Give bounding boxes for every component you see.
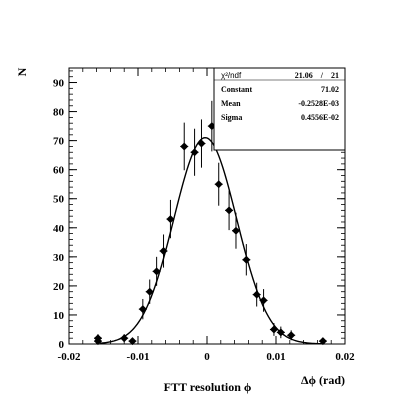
data-point <box>197 119 206 168</box>
diamond-marker <box>214 180 223 189</box>
stats-box: χ²/ndf 21.06 / 21 Constant 71.02 Mean -0… <box>213 67 346 151</box>
x-axis-label: Δϕ (rad) <box>301 373 345 387</box>
y-tick-label: 20 <box>53 281 65 293</box>
x-tick-label: 0 <box>204 351 210 363</box>
data-point <box>276 326 285 339</box>
data-point <box>145 279 154 304</box>
diamond-marker <box>138 305 147 314</box>
x-tick-label: 0.02 <box>335 351 355 363</box>
stats-value-chi2: 21.06 / 21 <box>295 71 339 80</box>
diamond-marker <box>231 226 240 235</box>
diamond-marker <box>225 206 234 215</box>
data-point <box>225 190 234 231</box>
diamond-marker <box>287 331 296 340</box>
y-tick-label: 10 <box>53 310 65 322</box>
y-tick-label: 80 <box>53 107 65 119</box>
y-tick-label: 90 <box>53 78 65 90</box>
y-tick-label: 30 <box>53 252 65 264</box>
x-tick-label: 0.01 <box>266 351 285 363</box>
data-point <box>252 282 261 307</box>
stats-box-frame <box>213 67 346 151</box>
diamond-marker <box>145 287 154 296</box>
data-point <box>259 289 268 312</box>
diamond-marker <box>159 247 168 256</box>
y-tick-labels: 0 10 20 30 40 50 60 70 80 90 <box>53 78 65 351</box>
y-tick-label: 40 <box>53 223 65 235</box>
diamond-marker <box>93 337 102 346</box>
y-tick-label: 60 <box>53 165 65 177</box>
diamond-marker <box>190 148 199 157</box>
data-point <box>242 244 251 276</box>
stats-value-constant: 71.02 <box>321 85 339 94</box>
stats-label-chi2: χ²/ndf <box>221 71 242 80</box>
diamond-marker <box>269 325 278 334</box>
y-tick-label: 70 <box>53 136 65 148</box>
data-points <box>93 100 327 346</box>
diamond-marker <box>276 328 285 337</box>
diamond-marker <box>128 337 137 346</box>
diamond-marker <box>252 290 261 299</box>
y-tick-label: 0 <box>59 339 65 351</box>
data-point <box>93 337 102 346</box>
data-point <box>138 298 147 320</box>
data-point <box>120 334 129 343</box>
x-tick-labels: -0.02 -0.01 0 0.01 0.02 <box>58 351 356 363</box>
diamond-marker <box>152 267 161 276</box>
diamond-marker <box>120 334 129 343</box>
stats-label-constant: Constant <box>221 85 252 94</box>
y-axis-label: N <box>15 67 29 76</box>
data-point <box>231 212 240 249</box>
y-tick-label: 50 <box>53 194 65 206</box>
data-point <box>152 256 161 286</box>
diamond-marker <box>180 142 189 151</box>
diamond-marker <box>259 296 268 305</box>
x-tick-label: -0.01 <box>127 351 150 363</box>
x-tick-label: -0.02 <box>58 351 81 363</box>
data-point <box>214 162 223 206</box>
data-point <box>166 199 175 239</box>
stats-label-sigma: Sigma <box>221 113 242 122</box>
diamond-marker <box>197 139 206 148</box>
data-point <box>287 330 296 341</box>
data-point <box>269 323 278 336</box>
gaussian-fit-curve <box>99 136 323 345</box>
diamond-marker <box>166 215 175 224</box>
diamond-marker <box>242 255 251 264</box>
stats-value-sigma: 0.4556E-02 <box>301 113 339 122</box>
data-point <box>318 337 327 346</box>
figure-caption: FTT resolution ϕ <box>163 380 252 394</box>
data-point <box>128 337 137 346</box>
data-point <box>190 128 199 176</box>
diamond-marker <box>318 337 327 346</box>
data-point <box>180 122 189 171</box>
stats-label-mean: Mean <box>221 99 241 108</box>
data-point <box>159 234 168 268</box>
stats-value-mean: -0.2528E-03 <box>298 99 339 108</box>
